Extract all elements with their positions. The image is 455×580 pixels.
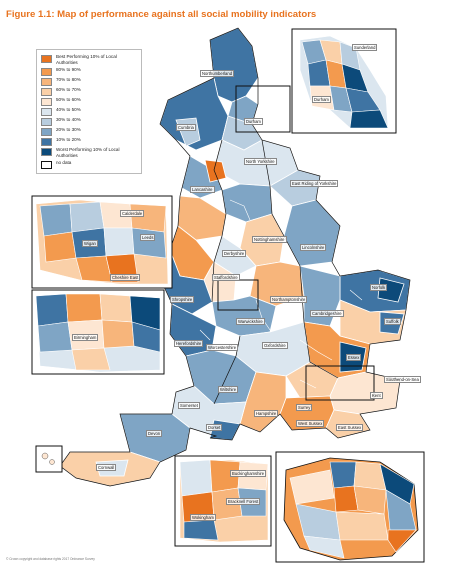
label-bracknell-forest: Bracknell Forest [226, 498, 261, 505]
legend-label: Best Performing 10% of Local Authorities [56, 54, 117, 65]
label-warwickshire: Warwickshire [236, 318, 265, 325]
label-wokingham: Wokingham [190, 514, 217, 521]
label-suffolk: Suffolk [384, 318, 401, 325]
inset-north-west [31, 195, 173, 289]
region-outlines [59, 27, 411, 487]
label-herefordshire: Herefordshire [174, 340, 204, 347]
legend-item: 20% to 30% [41, 127, 137, 136]
label-northumberland: Northumberland [200, 70, 235, 77]
label-lincolnshire: Lincolnshire [300, 244, 327, 251]
legend-swatch [41, 55, 52, 63]
copyright-notice: © Crown copyright and database rights 20… [6, 557, 95, 561]
legend-label: 80% to 90% [56, 67, 81, 72]
label-derbyshire: Derbyshire [222, 250, 247, 257]
legend-swatch [41, 118, 52, 126]
label-east-riding: East Riding of Yorkshire [290, 180, 339, 187]
label-leeds: Leeds [140, 234, 156, 241]
legend-item: 10% to 20% [41, 137, 137, 146]
district-lines [199, 199, 363, 389]
label-hampshire: Hampshire [254, 410, 279, 417]
legend-swatch [41, 88, 52, 96]
label-staffordshire: Staffordshire [212, 274, 240, 281]
inset-london [275, 451, 425, 563]
label-northamptonshire: Northamptonshire [270, 296, 308, 303]
label-birmingham: Birmingham [72, 334, 99, 341]
label-west-sussex: West Sussex [296, 420, 325, 427]
legend-item: Worst Performing 10% of Local Authoritie… [41, 147, 137, 159]
label-essex: Essex [346, 354, 362, 361]
inset-scilly [35, 445, 63, 473]
figure-title: Figure 1.1: Map of performance against a… [6, 9, 317, 20]
label-durham: Durham [244, 118, 263, 125]
legend: Best Performing 10% of Local Authorities… [36, 49, 142, 174]
label-buckinghamshire: Buckinghamshire [230, 470, 267, 477]
legend-swatch [41, 108, 52, 116]
inset-north-east [291, 28, 397, 134]
label-lancashire: Lancashire [190, 186, 215, 193]
label-east-sussex: East Sussex [336, 424, 364, 431]
label-surrey: Surrey [296, 404, 313, 411]
legend-swatch [41, 98, 52, 106]
label-wigan: Wigan [82, 240, 98, 247]
label-cornwall: Cornwall [96, 464, 117, 471]
label-kent: Kent [370, 392, 383, 399]
label-calderdale: Calderdale [120, 210, 145, 217]
inset-west-midlands [31, 289, 165, 375]
label-devon: Devon [146, 430, 163, 437]
label-norfolk: Norfolk [370, 284, 388, 291]
legend-label: 50% to 60% [56, 97, 81, 102]
label-north-yorkshire: North Yorkshire [244, 158, 277, 165]
label-durham-inset: Durham [312, 96, 331, 103]
legend-label: 60% to 70% [56, 87, 81, 92]
legend-swatch [41, 78, 52, 86]
label-worcestershire: Worcestershire [206, 344, 239, 351]
legend-label: 20% to 30% [56, 127, 81, 132]
legend-swatch [41, 161, 52, 169]
legend-label: 40% to 50% [56, 107, 81, 112]
legend-label: 70% to 80% [56, 77, 81, 82]
label-cheshire-east: Cheshire East [110, 274, 141, 281]
label-nottinghamshire: Nottinghamshire [252, 236, 287, 243]
legend-item: 30% to 40% [41, 117, 137, 126]
legend-label: 30% to 40% [56, 117, 81, 122]
label-wiltshire: Wiltshire [218, 386, 239, 393]
legend-item: no data [41, 160, 137, 169]
legend-swatch [41, 68, 52, 76]
label-oxfordshire: Oxfordshire [262, 342, 288, 349]
legend-item: 70% to 80% [41, 77, 137, 86]
legend-label: no data [56, 160, 72, 165]
legend-item: 60% to 70% [41, 87, 137, 96]
legend-item: Best Performing 10% of Local Authorities [41, 54, 137, 66]
label-dorset: Dorset [206, 424, 223, 431]
legend-label: 10% to 20% [56, 137, 81, 142]
label-somerset: Somerset [178, 402, 200, 409]
legend-label: Worst Performing 10% of Local Authoritie… [56, 147, 120, 158]
label-cumbria: Cumbria [176, 124, 196, 131]
legend-swatch [41, 138, 52, 146]
label-sunderland-inset: Sunderland [352, 44, 378, 51]
label-southend: Southend-on-Sea [384, 376, 421, 383]
legend-swatch [41, 128, 52, 136]
legend-item: 40% to 50% [41, 107, 137, 116]
legend-item: 80% to 90% [41, 67, 137, 76]
label-cambridgeshire: Cambridgeshire [310, 310, 344, 317]
legend-swatch [41, 148, 52, 156]
legend-item: 50% to 60% [41, 97, 137, 106]
label-shropshire: Shropshire [170, 296, 195, 303]
